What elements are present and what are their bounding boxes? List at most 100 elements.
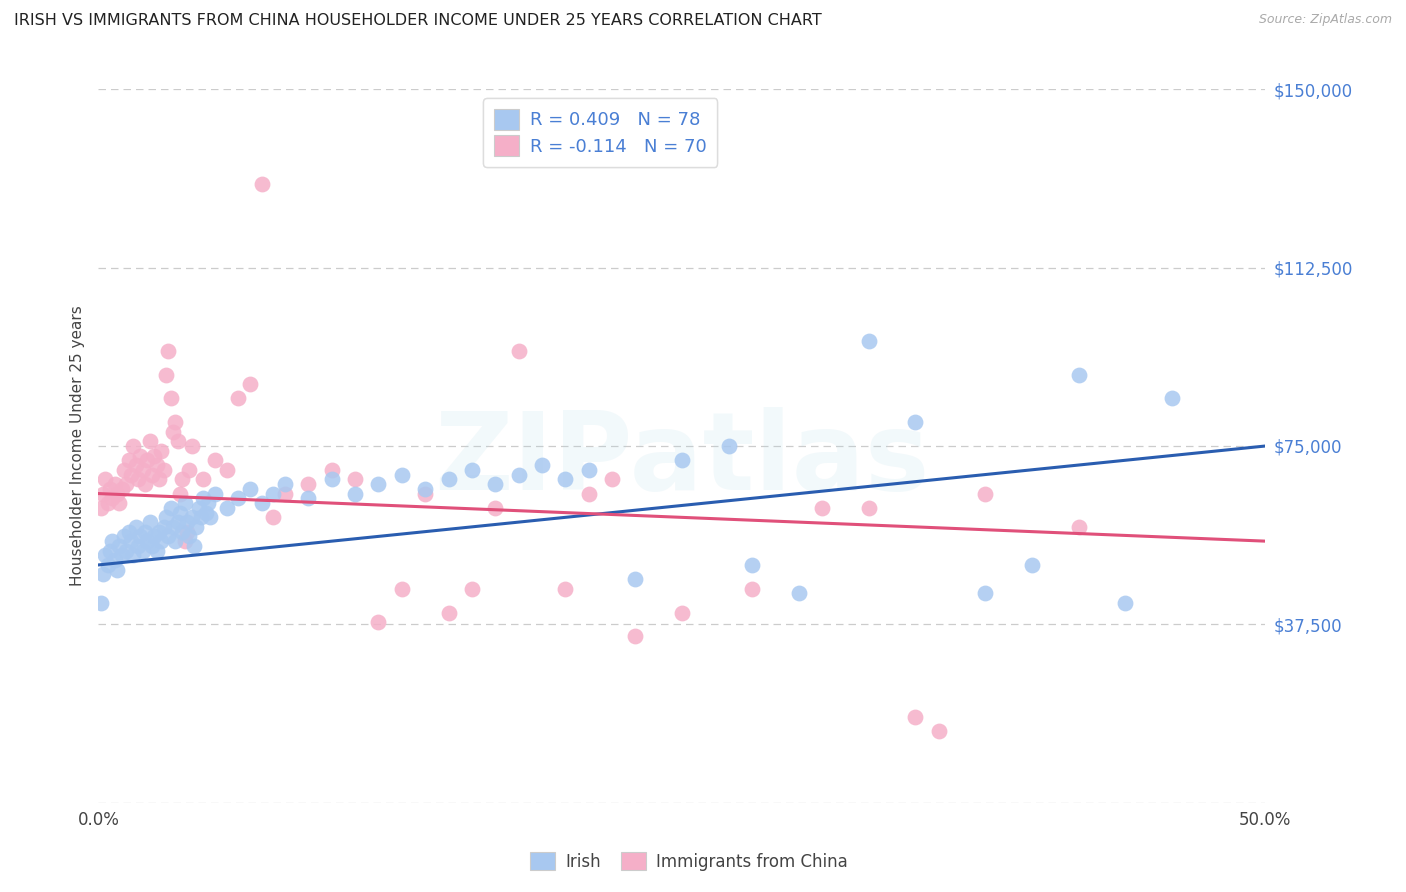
Point [166,515,188,529]
Point [125,458,148,472]
Point [484,477,506,491]
Point [904,710,927,724]
Point [118,524,141,539]
Point [98,543,121,558]
Point [186,520,208,534]
Point [148,524,170,539]
Text: Source: ZipAtlas.com: Source: ZipAtlas.com [1258,13,1392,27]
Point [190,510,212,524]
Point [105,563,128,577]
Point [413,486,436,500]
Point [101,534,124,549]
Point [391,467,413,482]
Point [141,467,163,482]
Point [152,463,174,477]
Point [129,449,152,463]
Point [176,515,198,529]
Point [321,463,343,477]
Point [90,596,112,610]
Point [437,472,460,486]
Point [187,500,209,515]
Point [127,539,149,553]
Point [1161,392,1184,406]
Point [159,392,181,406]
Y-axis label: Householder Income Under 25 years: Householder Income Under 25 years [69,306,84,586]
Point [239,482,262,496]
Point [811,500,834,515]
Point [1067,520,1090,534]
Point [1067,368,1090,382]
Point [193,491,215,506]
Point [136,453,159,467]
Point [91,567,114,582]
Point [600,472,623,486]
Point [115,477,138,491]
Point [155,368,177,382]
Point [508,343,530,358]
Point [578,463,600,477]
Point [98,482,121,496]
Point [111,482,134,496]
Point [262,510,284,524]
Point [344,486,367,500]
Point [461,463,484,477]
Point [90,500,112,515]
Point [112,529,135,543]
Legend: R = 0.409   N = 78, R = -0.114   N = 70: R = 0.409 N = 78, R = -0.114 N = 70 [482,98,717,167]
Point [143,449,166,463]
Point [200,510,222,524]
Point [180,439,202,453]
Point [162,520,184,534]
Point [136,534,159,549]
Point [671,606,693,620]
Point [120,534,142,549]
Point [297,491,319,506]
Point [530,458,553,472]
Point [193,472,215,486]
Text: IRISH VS IMMIGRANTS FROM CHINA HOUSEHOLDER INCOME UNDER 25 YEARS CORRELATION CHA: IRISH VS IMMIGRANTS FROM CHINA HOUSEHOLD… [14,13,823,29]
Point [624,629,647,643]
Point [172,524,194,539]
Point [180,510,202,524]
Point [176,524,198,539]
Point [228,491,250,506]
Point [508,467,530,482]
Point [104,477,127,491]
Point [741,558,763,572]
Point [139,434,162,449]
Point [717,439,740,453]
Point [321,472,343,486]
Point [250,178,273,192]
Legend: Irish, Immigrants from China: Irish, Immigrants from China [522,844,856,880]
Point [165,415,187,429]
Point [169,506,191,520]
Point [118,453,141,467]
Point [155,510,177,524]
Point [437,606,460,620]
Point [150,443,173,458]
Point [179,463,201,477]
Point [141,539,163,553]
Point [91,486,114,500]
Point [108,539,131,553]
Point [162,425,184,439]
Point [484,500,506,515]
Point [741,582,763,596]
Point [143,529,166,543]
Point [166,434,188,449]
Point [112,463,135,477]
Point [239,377,262,392]
Point [344,472,367,486]
Point [108,496,131,510]
Point [274,477,297,491]
Point [904,415,927,429]
Point [134,477,156,491]
Point [974,486,997,500]
Text: ZIPatlas: ZIPatlas [434,408,929,513]
Point [104,553,127,567]
Point [197,496,219,510]
Point [367,477,389,491]
Point [169,486,191,500]
Point [120,467,142,482]
Point [125,520,148,534]
